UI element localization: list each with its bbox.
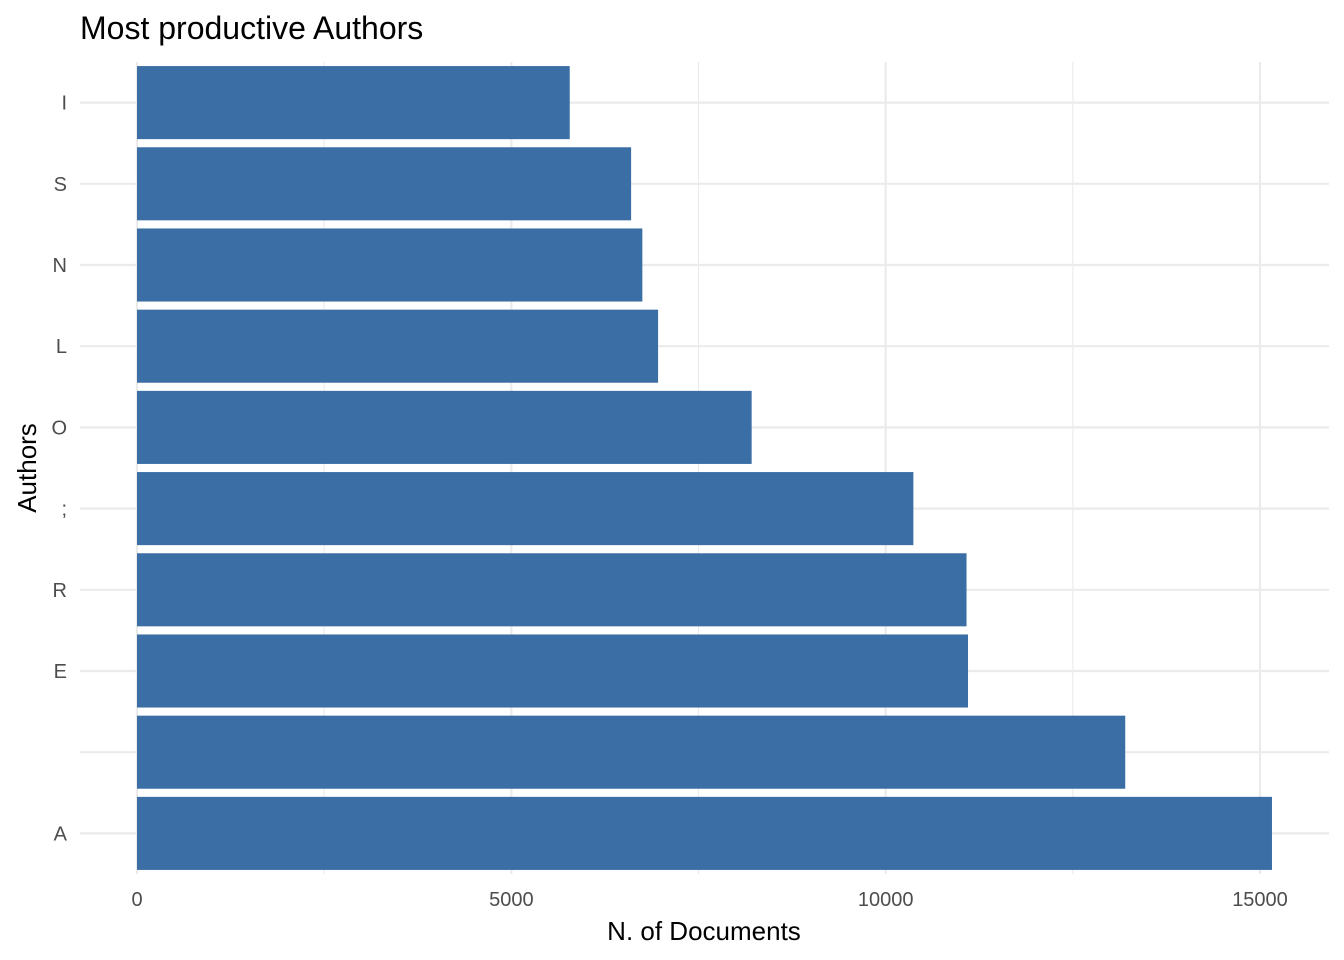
bar — [137, 147, 632, 221]
y-axis-title: Authors — [12, 423, 42, 513]
bar — [137, 66, 570, 140]
bar — [137, 553, 967, 627]
y-tick-labels: A E R; O L N S I — [51, 93, 67, 846]
x-tick-label: 15000 — [1232, 889, 1288, 911]
bar — [137, 390, 752, 464]
bar — [137, 472, 914, 546]
x-axis-title: N. of Documents — [607, 916, 801, 946]
x-tick-label: 10000 — [858, 889, 914, 911]
y-tick-label: R — [53, 580, 67, 602]
bar — [137, 715, 1126, 789]
x-tick-label: 5000 — [489, 889, 534, 911]
bar — [137, 228, 643, 302]
y-tick-label: O — [51, 417, 67, 439]
bar — [137, 309, 659, 383]
y-tick-label: E — [54, 661, 67, 683]
chart-title: Most productive Authors — [80, 10, 423, 46]
x-tick-labels: 0 5000 10000 15000 — [131, 889, 1287, 911]
bars — [137, 66, 1272, 870]
y-tick-label: L — [56, 336, 67, 358]
y-tick-label: I — [61, 93, 67, 115]
y-tick-label: A — [54, 823, 68, 845]
x-tick-label: 0 — [131, 889, 142, 911]
y-tick-label: N — [53, 255, 67, 277]
y-tick-label: S — [54, 174, 67, 196]
y-tick-label: ; — [61, 499, 67, 521]
bar — [137, 634, 969, 708]
bar — [137, 796, 1272, 870]
